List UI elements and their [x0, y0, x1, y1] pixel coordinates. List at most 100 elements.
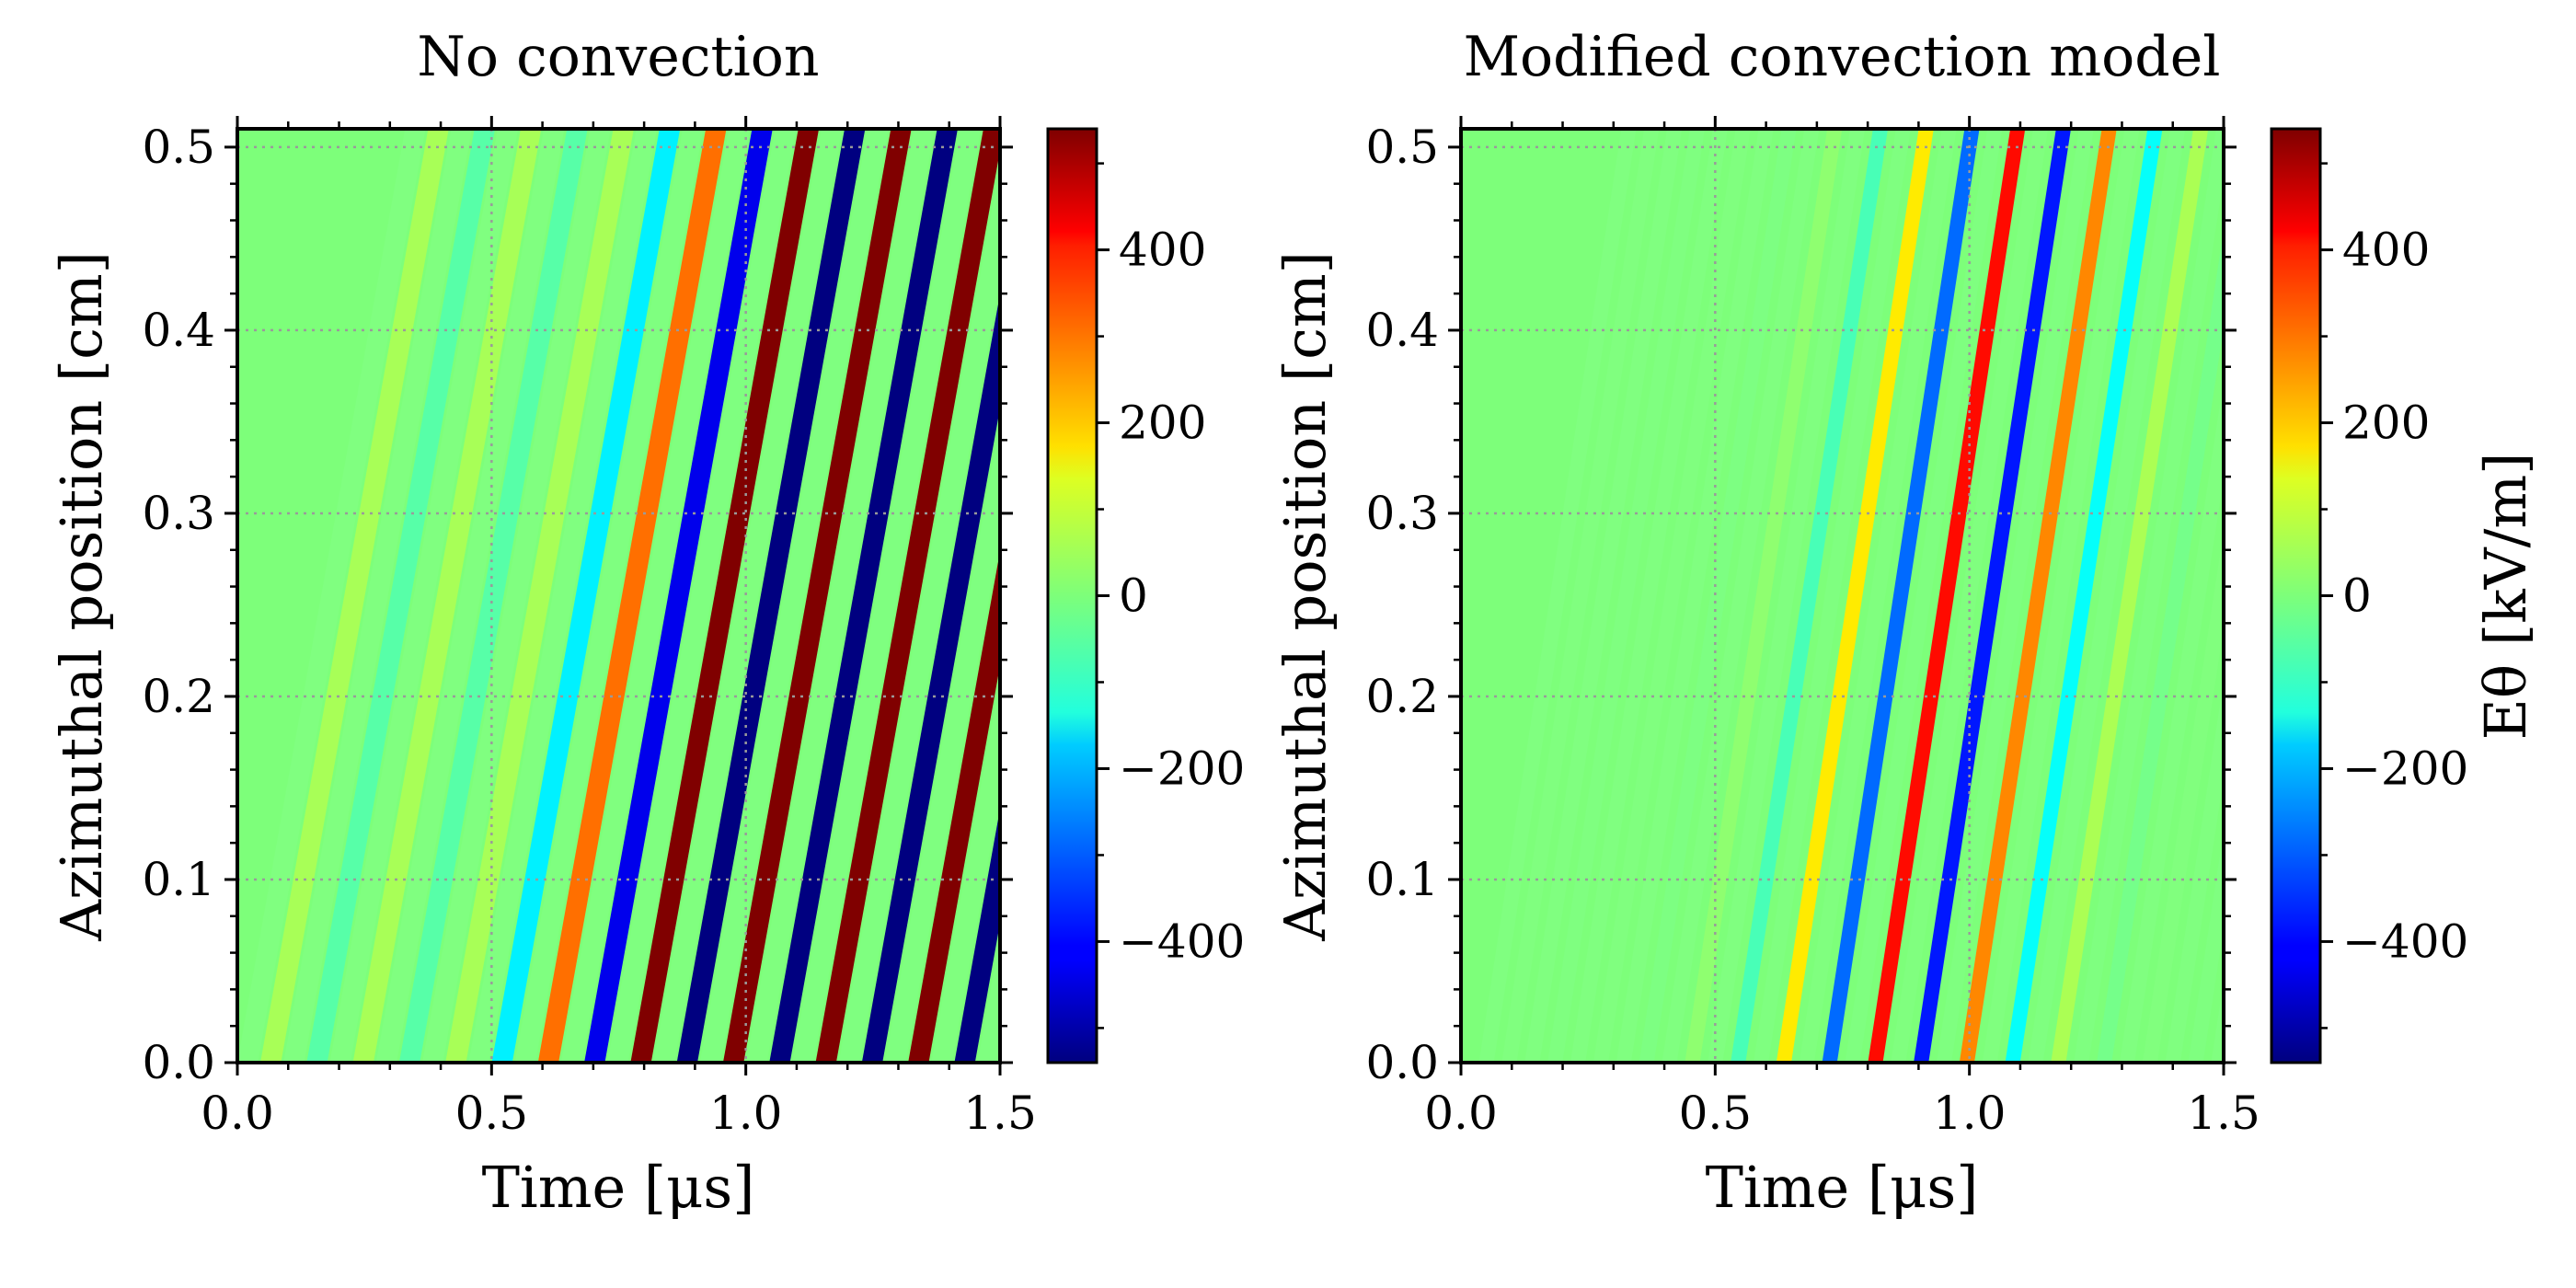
field-stripe [1754, 129, 1911, 1063]
panel-a-ytick-label: 0.4 [142, 304, 215, 357]
field-stripe [1662, 129, 1820, 1063]
field-stripe [1914, 129, 2071, 1063]
field-stripe [2142, 530, 2224, 1063]
field-stripe [376, 129, 565, 1063]
field-stripe [352, 129, 541, 1063]
field-stripe [653, 129, 842, 1063]
panel-a-cbar-tick-label: 400 [1119, 224, 1206, 277]
field-stripe [1593, 129, 1751, 1063]
field-stripe [1799, 129, 1957, 1063]
field-stripe [538, 129, 727, 1063]
panel-a-ylabel: Azimuthal position [cm] [48, 251, 115, 942]
colorbar-a-ticks: −400 −200 0 200 400 [1097, 162, 1245, 1029]
field-stripe [1685, 129, 1843, 1063]
panel-b-ticks: 0.0 0.5 1.0 1.5 0.0 0.1 0.2 0.3 0.4 0.5 [1365, 116, 2260, 1140]
field-stripe [1639, 129, 1797, 1063]
panel-a-ticks: 0.0 0.5 1.0 1.5 0.0 0.1 0.2 0.3 0.4 0.5 [142, 116, 1037, 1140]
field-stripe [746, 129, 935, 1063]
colorbar-b [2270, 127, 2322, 1064]
panel-b-cbar-tick-label: 400 [2342, 224, 2430, 277]
panel-a-ytick-label: 0.0 [142, 1036, 215, 1089]
panel-modified-convection: Modified convection model 0.0 0.5 1.0 1.50.… [1271, 25, 2539, 1221]
panel-a-ytick-label: 0.3 [142, 487, 215, 540]
panel-a-cbar-tick-label: 0 [1119, 569, 1148, 623]
panel-a-ytick-label: 0.1 [142, 853, 215, 906]
field-stripe [584, 129, 773, 1063]
panel-a-cbar-tick-label: −200 [1119, 742, 1245, 795]
field-stripe [815, 129, 1000, 1063]
panel-b-cbar-tick-label: −400 [2342, 914, 2468, 968]
panel-b-xtick-label: 1.5 [2187, 1087, 2260, 1140]
colorbar-b-label: Eθ [kV/m] [2472, 453, 2539, 741]
field-stripe [445, 129, 634, 1063]
field-stripe [1708, 129, 1865, 1063]
panel-b-title: Modified convection model [1464, 25, 2221, 89]
field-stripe [792, 129, 981, 1063]
field-stripe [908, 551, 1000, 1063]
panel-b-xlabel: Time [μs] [1706, 1154, 1979, 1221]
panel-b-cbar-tick-label: 0 [2342, 569, 2372, 623]
panel-b-background [1461, 129, 2224, 1063]
panel-a-xtick-label: 0.5 [455, 1087, 529, 1140]
panel-b-cbar-tick-label: −200 [2342, 742, 2468, 795]
panel-b-ytick-label: 0.1 [1365, 853, 1439, 906]
field-stripe [283, 129, 472, 1063]
field-stripe [306, 129, 495, 1063]
field-stripe [2188, 830, 2224, 1063]
field-stripe [931, 680, 1000, 1063]
panel-b-ytick-label: 0.3 [1365, 487, 1439, 540]
field-stripe [399, 129, 588, 1063]
field-stripe [237, 129, 426, 1063]
field-stripe [1731, 129, 1888, 1063]
field-stripe [1937, 129, 2094, 1063]
field-stripe [1478, 129, 1637, 1063]
field-stripe [885, 422, 1000, 1063]
field-stripe [677, 129, 866, 1063]
field-stripe [862, 293, 1000, 1063]
colorbar-b-ticks: −400 −200 0 200 400 [2320, 162, 2468, 1029]
panel-a-xtick-label: 1.5 [963, 1087, 1037, 1140]
field-stripe [2005, 129, 2163, 1063]
panel-b-cbar-tick-label: 200 [2342, 397, 2430, 450]
panel-a-cbar-tick-label: 200 [1119, 397, 1206, 450]
field-stripe [700, 129, 889, 1063]
panel-b-ytick-label: 0.5 [1365, 121, 1439, 174]
panel-a-ytick-label: 0.2 [142, 670, 215, 723]
panel-a-xlabel: Time [μs] [482, 1154, 755, 1221]
panel-b-frame [1459, 127, 2225, 1064]
field-stripe [723, 129, 912, 1063]
field-stripe [954, 809, 1000, 1063]
field-stripe [1959, 129, 2117, 1063]
panel-a-xtick-label: 0.0 [201, 1087, 274, 1140]
field-stripe [1777, 129, 1934, 1063]
panel-b-ytick-label: 0.2 [1365, 670, 1439, 723]
field-stripe [2051, 129, 2209, 1063]
colorbar-a [1046, 127, 1098, 1064]
panel-a-ytick-label: 0.5 [142, 121, 215, 174]
field-stripe [1822, 129, 1980, 1063]
field-stripe [514, 129, 704, 1063]
panel-b-field-stripes [1478, 129, 2224, 1063]
field-stripe [630, 129, 819, 1063]
field-stripe [1891, 129, 2048, 1063]
field-stripe [260, 129, 449, 1063]
field-stripe [1570, 129, 1728, 1063]
field-stripe [769, 129, 958, 1063]
field-stripe [422, 129, 611, 1063]
panel-a-field-stripes [237, 129, 1000, 1063]
field-stripe [561, 129, 750, 1063]
field-stripe [491, 129, 680, 1063]
panel-b-ytick-label: 0.4 [1365, 304, 1439, 357]
field-stripe [1547, 129, 1705, 1063]
panel-a-grid [237, 129, 1000, 1063]
panel-a-xtick-label: 1.0 [709, 1087, 783, 1140]
panel-b-xtick-label: 0.0 [1424, 1087, 1498, 1140]
field-stripe [1982, 129, 2140, 1063]
field-stripe [839, 165, 1000, 1063]
field-stripe [1524, 129, 1683, 1063]
panel-no-convection: No convection 0.0 0.5 1.0 1.50.00.10.20.30.… [48, 25, 1245, 1221]
panel-a-cbar-tick-label: −400 [1119, 914, 1245, 968]
panel-b-grid [1461, 129, 2224, 1063]
panel-a-title: No convection [417, 25, 819, 89]
